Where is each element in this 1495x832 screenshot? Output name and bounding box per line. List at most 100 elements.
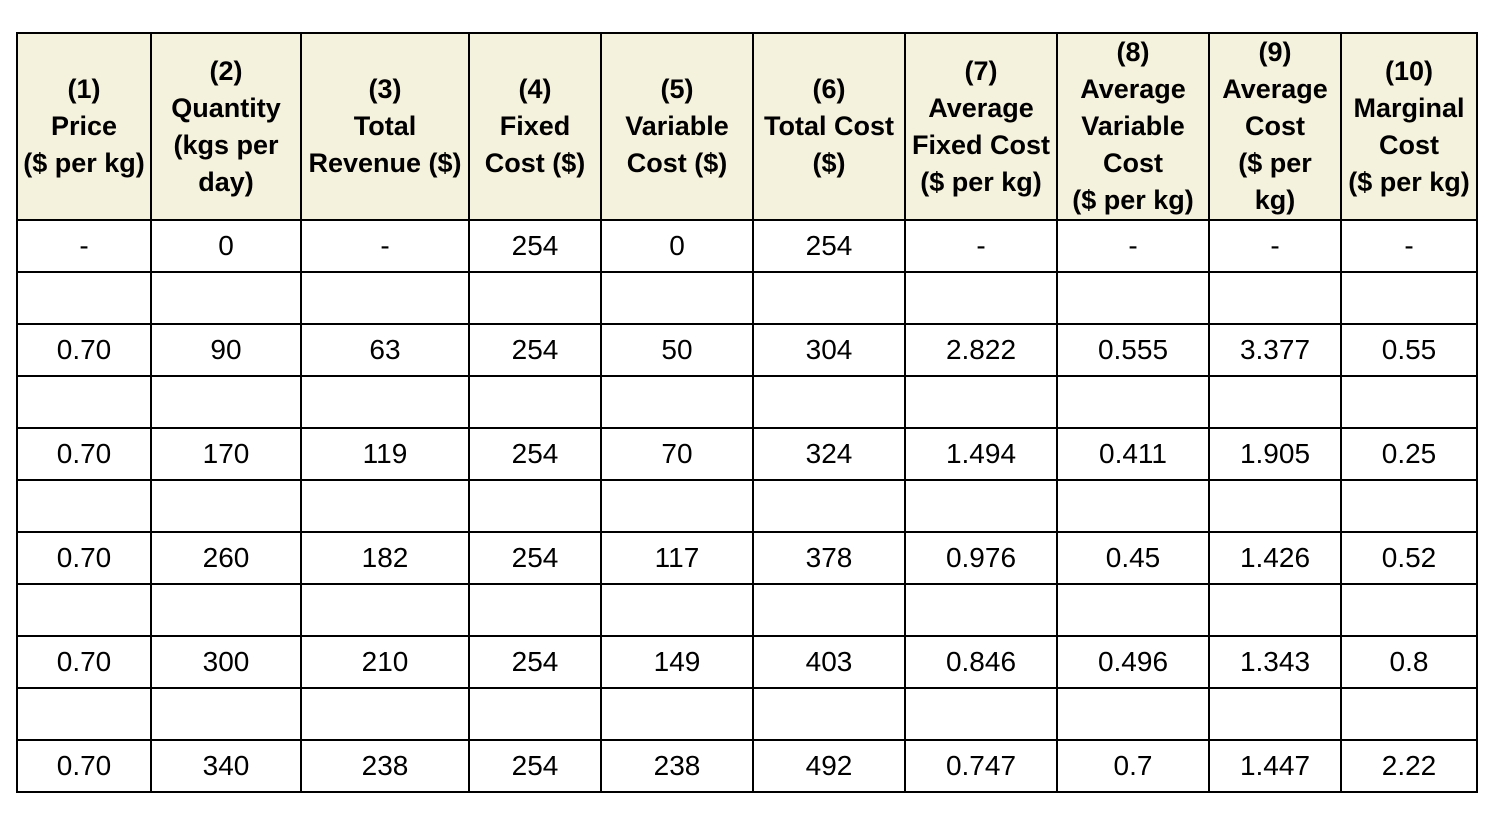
column-header-line: Fixed	[499, 111, 571, 141]
column-header-1: (1) Price ($ per kg)	[16, 32, 152, 221]
table-cell: 1.494	[904, 427, 1058, 481]
table-cell: 210	[300, 635, 470, 689]
table-cell: 304	[752, 323, 906, 377]
column-header-line: ($ per kg)	[23, 148, 145, 178]
table-cell	[904, 583, 1058, 637]
table-cell	[1340, 375, 1478, 429]
table-row: 0.70 170 119 254 70 324 1.494 0.411 1.905 0.25	[16, 427, 1478, 481]
table-cell: 117	[600, 531, 754, 585]
table-cell	[16, 687, 152, 741]
table-cell: 0.411	[1056, 427, 1210, 481]
table-cell	[150, 687, 302, 741]
table-cell: 3.377	[1208, 323, 1342, 377]
table-cell	[16, 479, 152, 533]
table-cell: -	[16, 219, 152, 273]
table-cell	[300, 583, 470, 637]
table-cell	[752, 687, 906, 741]
column-header-line: (10)	[1384, 55, 1433, 86]
table-cell: 254	[752, 219, 906, 273]
table-cell	[1208, 687, 1342, 741]
table-cell: 254	[468, 635, 602, 689]
table-cell	[1340, 687, 1478, 741]
table-cell: 0.70	[16, 323, 152, 377]
table-cell	[752, 583, 906, 637]
table-cell	[1056, 687, 1210, 741]
column-header-line: Cost	[1103, 148, 1163, 178]
table-cell	[600, 687, 754, 741]
table-cell: 403	[752, 635, 906, 689]
table-cell: 0.8	[1340, 635, 1478, 689]
table-cell	[904, 687, 1058, 741]
table-row	[16, 375, 1478, 429]
table-cell	[1340, 583, 1478, 637]
table-cell	[752, 375, 906, 429]
column-header-line: (9)	[1258, 37, 1292, 67]
table-cell	[16, 583, 152, 637]
table-row: 0.70 90 63 254 50 304 2.822 0.555 3.377 0.55	[16, 323, 1478, 377]
table-cell	[468, 271, 602, 325]
table-cell: 0.25	[1340, 427, 1478, 481]
table-cell	[16, 271, 152, 325]
table-cell: 70	[600, 427, 754, 481]
table-cell	[1056, 479, 1210, 533]
table-cell: 0.70	[16, 427, 152, 481]
column-header-line: ($ per kg)	[1072, 185, 1194, 215]
table-cell: 0.7	[1056, 739, 1210, 793]
column-header-8: (8) Average Variable Cost ($ per kg)	[1056, 32, 1210, 221]
table-cell: 238	[300, 739, 470, 793]
table-cell	[904, 375, 1058, 429]
table-cell: 50	[600, 323, 754, 377]
column-header-4: (4) Fixed Cost ($)	[468, 32, 602, 221]
table-cell: 0.70	[16, 635, 152, 689]
column-header-line: Total Cost	[764, 111, 894, 141]
table-cell	[468, 687, 602, 741]
column-header-line: Price	[50, 111, 118, 141]
table-row	[16, 479, 1478, 533]
column-header-line: (1)	[67, 74, 101, 104]
column-header-line: Cost	[1379, 129, 1439, 160]
column-header-line: Average	[1222, 74, 1328, 104]
table-cell: 300	[150, 635, 302, 689]
table-cell	[1208, 479, 1342, 533]
table-cell: 254	[468, 739, 602, 793]
table-cell: 149	[600, 635, 754, 689]
column-header-line: Average	[928, 92, 1034, 123]
table-cell: 0.70	[16, 531, 152, 585]
table-row	[16, 271, 1478, 325]
table-cell: 340	[150, 739, 302, 793]
table-cell	[600, 271, 754, 325]
column-header-line: (2)	[209, 55, 243, 86]
column-header-line: ($ per kg)	[920, 166, 1042, 197]
table-cell	[600, 583, 754, 637]
table-cell: 324	[752, 427, 906, 481]
column-header-line: Variable	[1081, 111, 1185, 141]
table-cell: 0.976	[904, 531, 1058, 585]
table-cell: 0.55	[1340, 323, 1478, 377]
table-cell: 254	[468, 427, 602, 481]
table-cell	[150, 479, 302, 533]
table-cell	[16, 375, 152, 429]
table-cell: -	[1208, 219, 1342, 273]
column-header-line: Average	[1080, 74, 1186, 104]
column-header-line: ($ per kg)	[1348, 166, 1470, 197]
table-row	[16, 687, 1478, 741]
column-header-line: (8)	[1116, 37, 1150, 67]
table-cell: -	[1056, 219, 1210, 273]
column-header-line: Quantity	[171, 92, 281, 123]
table-cell: 0.555	[1056, 323, 1210, 377]
table-cell	[752, 271, 906, 325]
column-header-line: Revenue ($)	[308, 148, 462, 178]
table-cell: 119	[300, 427, 470, 481]
table-cell	[1208, 583, 1342, 637]
column-header-line: Cost ($)	[626, 148, 728, 178]
table-cell: 0.846	[904, 635, 1058, 689]
table-cell: 0.45	[1056, 531, 1210, 585]
table-cell	[1208, 271, 1342, 325]
table-cell: 90	[150, 323, 302, 377]
table-cell	[300, 375, 470, 429]
table-cell: 0	[600, 219, 754, 273]
table-cell: 254	[468, 323, 602, 377]
table-cell: 260	[150, 531, 302, 585]
table-cell: -	[300, 219, 470, 273]
table-cell	[468, 583, 602, 637]
